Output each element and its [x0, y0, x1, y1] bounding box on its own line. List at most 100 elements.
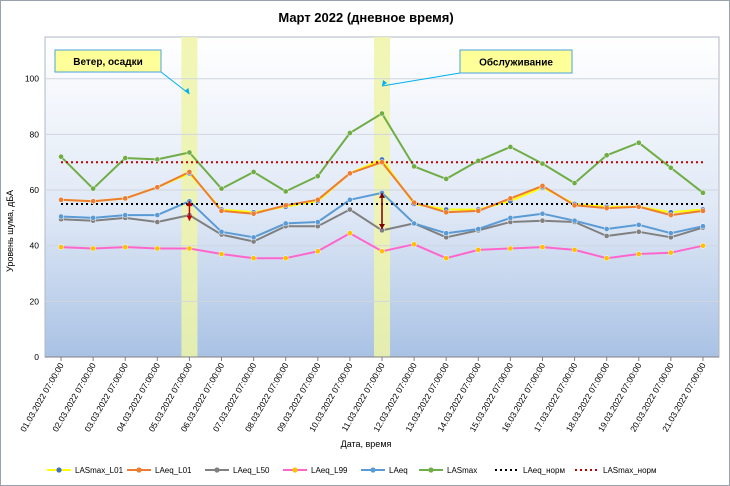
data-point-LAeq: [507, 215, 514, 221]
data-point-LAeq: [250, 234, 257, 241]
data-point-LAeq: [90, 215, 96, 221]
data-point-LAeq: [122, 212, 129, 218]
data-point-LASmax: [700, 189, 706, 196]
callout-text-2: Обслуживание: [479, 57, 553, 69]
data-point-LASmax: [122, 155, 129, 161]
legend-label-LASmax_норм: LASmax_норм: [603, 466, 657, 475]
legend-label-LAeq_L50: LAeq_L50: [233, 466, 270, 475]
data-point-LAeq_L01: [58, 196, 64, 203]
data-point-LAeq_L01: [90, 198, 96, 205]
callout-box-2: [459, 49, 573, 74]
legend-label-LASmax_L01: LASmax_L01: [75, 466, 124, 475]
data-point-LASmax: [379, 110, 385, 117]
legend-label-LAeq_L99: LAeq_L99: [311, 466, 348, 475]
data-point-LAeq_L01: [603, 205, 610, 211]
data-point-LAeq_L99: [603, 255, 610, 262]
data-point-LASmax: [411, 163, 417, 170]
data-point-LAeq: [218, 228, 225, 235]
data-point-LAeq_L01: [635, 203, 642, 210]
data-point-LASmax: [475, 157, 482, 164]
legend-marker-LASmax_L01: [56, 467, 62, 473]
callout-text-1: Ветер, осадки: [73, 57, 143, 68]
data-point-LAeq_L99: [282, 255, 289, 262]
y-tick-label: 0: [34, 352, 39, 362]
data-point-LAeq_L99: [668, 249, 674, 256]
data-point-LAeq: [154, 212, 161, 218]
data-point-LAeq: [347, 196, 353, 203]
data-point-LASmax: [347, 130, 353, 136]
arrow-head-up-2: [379, 192, 385, 198]
data-point-LAeq_L01: [475, 208, 482, 214]
data-point-LAeq: [314, 219, 321, 225]
arrow-head-up-1: [186, 201, 193, 207]
data-point-LAeq_L99: [700, 242, 706, 249]
data-point-LASmax: [571, 180, 578, 186]
data-point-LASmax: [507, 144, 514, 150]
data-point-LAeq_L50: [539, 217, 546, 224]
data-point-LAeq_L99: [539, 244, 546, 250]
data-point-LAeq_L50: [154, 219, 161, 225]
data-point-LAeq_L99: [347, 230, 353, 237]
data-point-LAeq: [700, 223, 706, 230]
data-point-LAeq_L01: [668, 212, 674, 218]
data-point-LASmax: [635, 139, 642, 146]
data-point-LAeq_L50: [603, 233, 610, 239]
data-point-LASmax: [539, 160, 546, 167]
y-tick-label: 40: [30, 241, 40, 251]
callout-arrowhead-2: [382, 80, 387, 86]
data-point-LAeq_L01: [218, 208, 225, 214]
data-point-LASmax: [314, 173, 321, 179]
data-point-LASmax: [282, 188, 289, 195]
data-point-LAeq_L99: [571, 247, 578, 253]
legend-marker-LAeq_L99: [292, 467, 298, 473]
data-point-LAeq_L99: [58, 244, 64, 250]
data-point-LASmax: [90, 185, 96, 192]
legend-marker-LAeq_L01: [136, 467, 142, 473]
data-point-LAeq_L99: [635, 251, 642, 257]
data-point-LASmax: [186, 149, 193, 156]
data-point-LAeq_L01: [571, 202, 578, 209]
data-point-LAeq_L99: [186, 245, 193, 252]
arrow-head-down-1: [186, 215, 193, 221]
data-point-LAeq_L01: [282, 202, 289, 209]
legend-marker-LAeq_L50: [214, 467, 220, 473]
data-point-LASmax: [154, 156, 161, 163]
data-point-LAeq_L99: [379, 248, 385, 255]
data-point-LAeq_L99: [411, 241, 417, 248]
data-point-LAeq: [443, 230, 450, 237]
data-point-LAeq_L01: [539, 183, 546, 189]
data-point-LAeq_L01: [122, 195, 129, 202]
data-point-LAeq_L99: [154, 245, 161, 252]
legend-marker-LASmax: [428, 467, 434, 473]
data-point-LAeq_L01: [347, 170, 353, 177]
y-tick-label: 60: [30, 185, 40, 195]
x-axis-title: Дата, время: [341, 439, 392, 449]
data-point-LAeq_L99: [90, 245, 96, 252]
data-point-LAeq: [411, 220, 417, 227]
data-point-LAeq_L01: [507, 195, 514, 202]
data-point-LAeq_L99: [507, 245, 514, 252]
data-point-LAeq_L01: [186, 169, 193, 175]
data-point-LAeq: [668, 230, 674, 237]
data-point-LAeq: [635, 221, 642, 228]
data-point-LAeq_L01: [154, 184, 161, 191]
data-point-LAeq: [475, 226, 482, 232]
legend-label-LAeq_норм: LAeq_норм: [523, 466, 565, 475]
legend-marker-LAeq: [370, 467, 376, 473]
data-point-LAeq_L50: [347, 206, 353, 213]
data-point-LAeq_L01: [443, 209, 450, 216]
data-point-LAeq_L99: [122, 244, 129, 250]
legend-label-LAeq: LAeq: [389, 466, 408, 475]
y-tick-label: 80: [30, 129, 40, 139]
data-point-LASmax: [603, 152, 610, 159]
data-point-LAeq_L99: [443, 255, 450, 262]
callout-leader-2: [381, 72, 461, 87]
y-tick-label: 20: [30, 296, 40, 306]
data-point-LAeq_L01: [314, 196, 321, 203]
highlight-band-1: [181, 37, 198, 357]
data-point-LAeq: [282, 220, 289, 227]
data-point-LAeq_L01: [411, 199, 417, 206]
legend-label-LASmax: LASmax: [447, 466, 477, 475]
